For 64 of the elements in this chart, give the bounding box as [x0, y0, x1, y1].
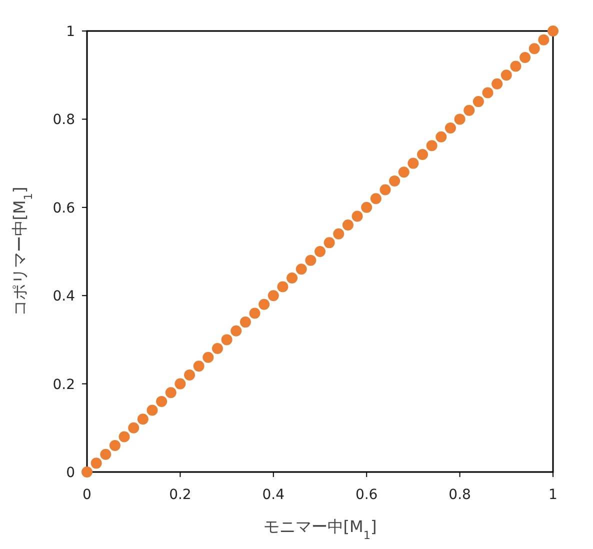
- point: [380, 184, 391, 196]
- y-tick-label: 0: [66, 465, 75, 481]
- point: [492, 78, 503, 90]
- y-tick-label: 0.6: [52, 200, 76, 216]
- point: [174, 378, 186, 390]
- point: [212, 343, 223, 354]
- point: [277, 281, 288, 292]
- point: [444, 122, 456, 134]
- point: [361, 202, 372, 213]
- point: [389, 175, 400, 186]
- point: [464, 104, 475, 116]
- point: [296, 264, 307, 275]
- point: [305, 254, 316, 266]
- point: [436, 131, 447, 142]
- point: [500, 70, 512, 81]
- point: [118, 431, 130, 442]
- x-tick-label: 0.6: [355, 487, 378, 503]
- point: [314, 246, 326, 257]
- point: [324, 237, 335, 248]
- point: [184, 369, 196, 380]
- point: [249, 308, 260, 319]
- point: [342, 220, 354, 231]
- point: [482, 87, 494, 98]
- x-tick-label: 0.2: [169, 487, 192, 503]
- point: [548, 26, 558, 36]
- point: [109, 440, 120, 452]
- y-tick-label: 0.2: [52, 376, 75, 393]
- x-tick-label: 0.4: [262, 487, 285, 503]
- point: [156, 396, 168, 407]
- point: [230, 325, 242, 336]
- y-tick-label: 1: [66, 24, 75, 40]
- point: [286, 272, 298, 284]
- point: [538, 34, 550, 46]
- point: [520, 52, 531, 63]
- point: [193, 360, 204, 372]
- point: [454, 114, 466, 125]
- y-tick-label: 0.4: [52, 288, 76, 305]
- point: [370, 193, 382, 204]
- point: [146, 404, 158, 416]
- point: [258, 298, 270, 310]
- point: [408, 158, 419, 169]
- point: [398, 166, 410, 178]
- point: [472, 96, 484, 108]
- point: [137, 414, 148, 425]
- point: [510, 60, 522, 72]
- point: [128, 422, 140, 434]
- point: [100, 448, 112, 460]
- point: [90, 458, 102, 469]
- point: [333, 228, 344, 240]
- y-tick-label: 0.8: [52, 112, 75, 128]
- x-tick-label: 1: [548, 487, 558, 503]
- point: [221, 334, 232, 346]
- x-tick-label: 0.8: [448, 487, 471, 503]
- point: [165, 387, 176, 398]
- point: [82, 466, 92, 478]
- point: [417, 148, 428, 160]
- point: [352, 210, 363, 222]
- point: [268, 290, 279, 302]
- point: [202, 352, 214, 363]
- point: [528, 43, 540, 54]
- point: [426, 140, 438, 152]
- point: [240, 316, 251, 328]
- x-tick-label: 0: [82, 487, 92, 503]
- x-axis-title: モニマー中[M$_{1}$]: [263, 517, 377, 542]
